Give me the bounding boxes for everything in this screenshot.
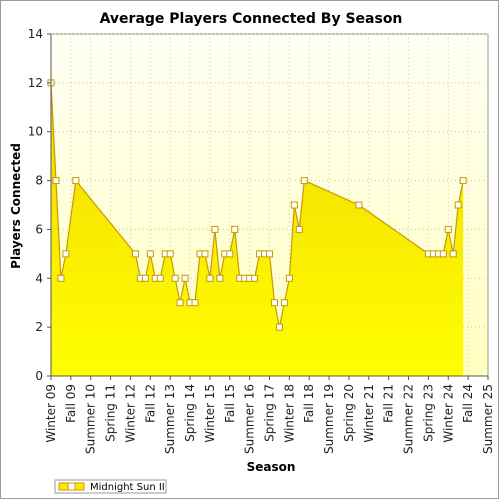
y-tick-label: 8 [35,174,43,188]
x-tick-label: Winter 12 [123,384,137,443]
data-point [146,250,154,258]
data-point [439,250,447,258]
data-point [216,274,224,282]
data-point [131,250,139,258]
x-tick-label: Summer 19 [322,384,336,454]
y-tick-label: 12 [28,76,43,90]
x-tick-label: Winter 18 [282,384,296,443]
data-point [156,274,164,282]
x-tick-label: Spring 17 [263,384,277,442]
chart-title: Average Players Connected By Season [100,11,403,27]
x-tick-label: Fall 21 [382,384,396,423]
data-point [270,299,278,307]
data-point [266,250,273,258]
y-tick-label: 14 [28,27,43,41]
series-markers [47,79,467,331]
data-point [191,299,199,307]
x-tick-label: Summer 22 [402,384,416,454]
data-point [62,250,70,258]
data-point [285,274,293,282]
x-tick-label: Summer 10 [84,384,98,454]
x-tick-label: Fall 18 [302,384,316,423]
x-tick-label: Summer 25 [481,384,495,454]
x-tick-label: Spring 11 [104,384,118,442]
data-point [444,225,452,233]
data-point [355,201,363,209]
y-tick-label: 6 [35,222,43,236]
y-tick-label: 2 [35,320,43,334]
data-point [295,225,303,233]
x-tick-label: Winter 24 [441,384,455,443]
data-point [72,177,80,185]
data-point [300,177,308,185]
x-tick-label: Fall 12 [143,384,157,423]
series-area [51,82,464,376]
x-tick-label: Winter 21 [362,384,376,443]
data-point [449,250,457,258]
x-axis-title: Season [247,460,296,474]
data-point [206,274,214,282]
x-tick-label: Spring 14 [183,384,197,442]
data-point [211,225,219,233]
x-tick-label: Fall 09 [64,384,78,423]
y-tick-label: 4 [35,271,43,285]
data-point [459,177,467,185]
data-point [57,274,65,282]
data-point [231,225,239,233]
data-point [275,323,283,331]
x-tick-label: Spring 20 [342,384,356,442]
data-point [251,274,259,282]
data-point [141,274,149,282]
data-point [226,250,234,258]
data-point [166,250,174,258]
data-point [52,177,60,185]
x-tick-label: Fall 15 [223,384,237,423]
x-tick-label: Winter 09 [44,384,58,443]
x-tick-label: Summer 16 [243,384,257,454]
data-point [280,299,288,307]
legend: Midnight Sun II [54,479,167,494]
legend-marker [67,482,76,491]
data-point [454,201,462,209]
y-tick-label: 10 [28,125,43,139]
legend-label: Midnight Sun II [90,482,165,493]
x-axis-ticks: Winter 09 Fall 09 Summer 10 Spring 11 Winter… [44,376,495,454]
y-axis-ticks: 0 2 4 6 8 10 12 14 [28,27,51,383]
x-tick-label: Summer 13 [163,384,177,454]
y-tick-label: 0 [35,369,43,383]
data-point [290,201,298,209]
x-tick-label: Fall 24 [461,384,475,423]
x-tick-label: Winter 15 [203,384,217,443]
data-point [176,299,184,307]
axes [47,34,488,380]
data-point [171,274,179,282]
data-point [181,274,189,282]
y-axis-title: Players Connected [9,143,23,269]
data-point [201,250,209,258]
x-tick-label: Spring 23 [421,384,435,442]
